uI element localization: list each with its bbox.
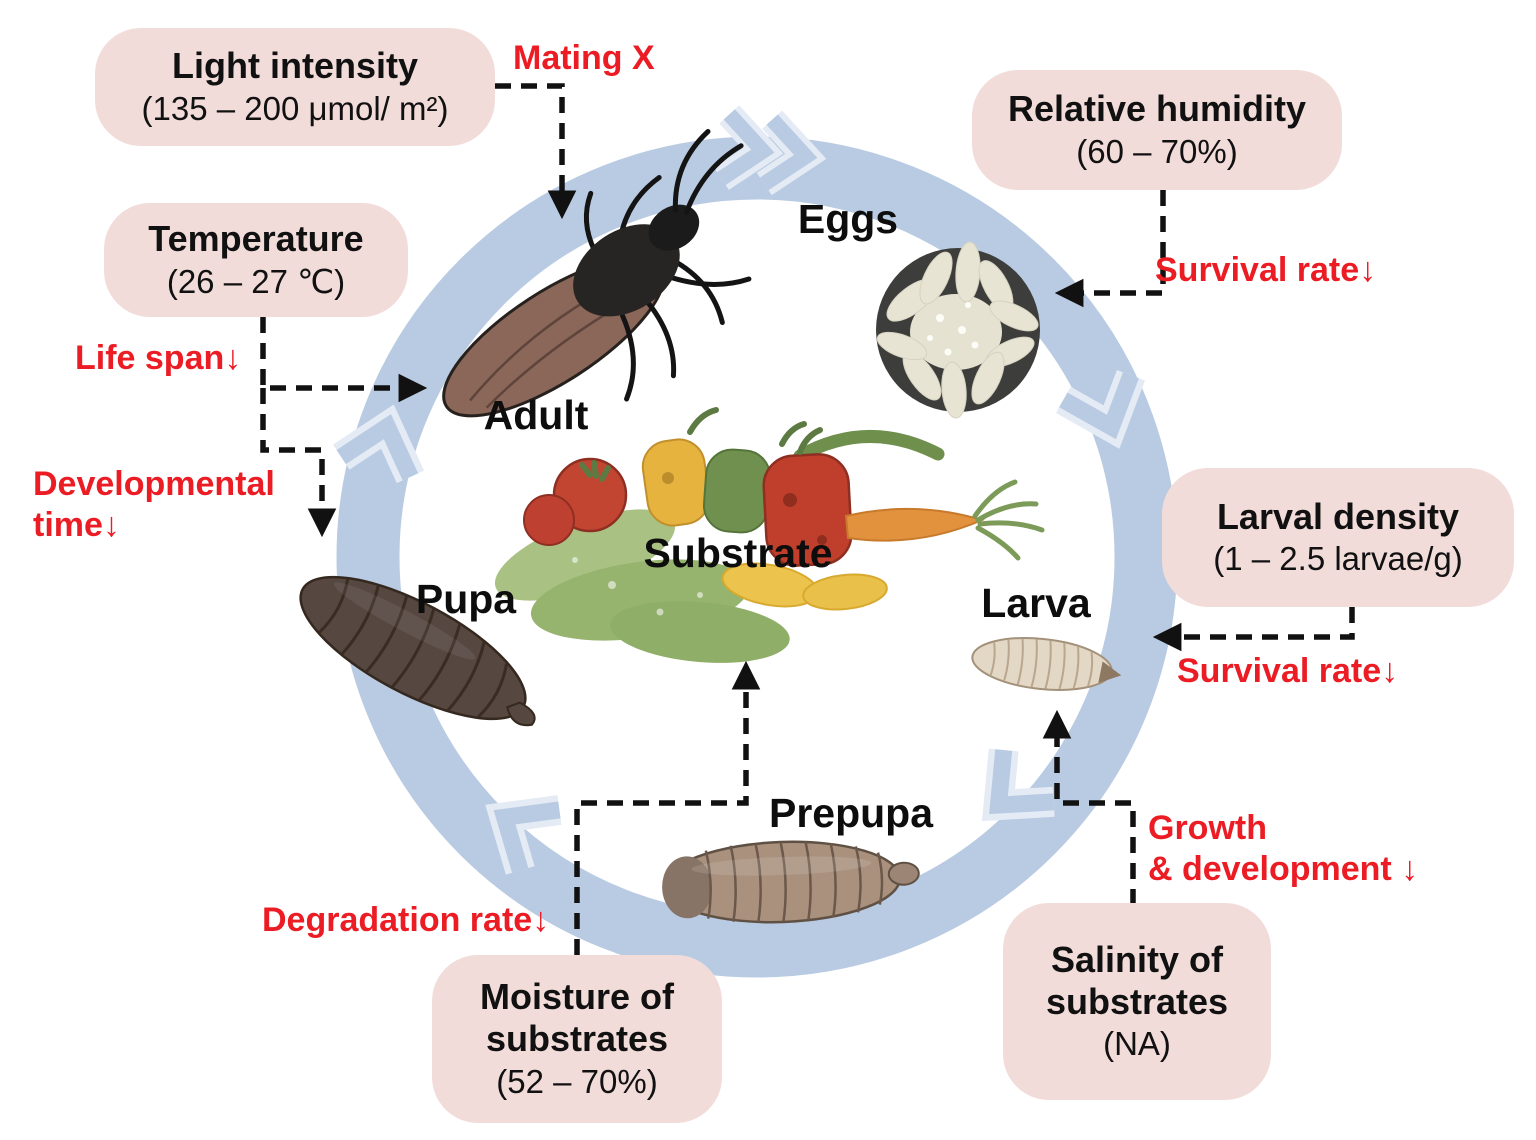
arrow-temperature-to-pupa <box>260 388 337 538</box>
stage-label-larva: Larva <box>981 580 1091 626</box>
stage-label-pupa: Pupa <box>415 576 517 622</box>
light-intensity-value: (135 – 200 μmol/ m²) <box>141 89 449 127</box>
arrow-larval-density-to-larva <box>1152 607 1355 652</box>
factor-box-larval-density: Larval density (1 – 2.5 larvae/g) <box>1162 468 1514 607</box>
salinity-value: (NA) <box>1103 1025 1171 1063</box>
cycle-chevron-left-icon <box>332 404 425 484</box>
eggs-illustration <box>876 241 1040 419</box>
arrow-humidity-to-eggs <box>1054 190 1166 308</box>
temperature-value: (26 – 27 ℃) <box>166 262 346 300</box>
moisture-value: (52 – 70%) <box>496 1062 658 1100</box>
cycle-chevron-right-icon <box>1055 369 1145 449</box>
stage-label-eggs: Eggs <box>797 196 899 242</box>
pupa-illustration <box>299 575 536 727</box>
factor-box-light-intensity: Light intensity (135 – 200 μmol/ m²) <box>95 28 495 146</box>
relative-humidity-value: (60 – 70%) <box>1076 132 1238 170</box>
larval-density-title: Larval density <box>1216 495 1460 537</box>
prepupa-illustration <box>662 840 920 924</box>
effect-label-growth-development: Growth & development ↓ <box>1148 809 1419 889</box>
stage-label-adult: Adult <box>483 392 589 438</box>
substrate-vegetables-illustration <box>494 407 1045 663</box>
arrow-salinity-to-larva <box>1042 709 1136 905</box>
effect-label-survival-rate-larva: Survival rate↓ <box>1177 652 1399 690</box>
effect-label-mating: Mating X <box>513 39 655 77</box>
light-intensity-title: Light intensity <box>172 45 418 87</box>
salinity-title: Salinity of substrates <box>1045 938 1229 1022</box>
effect-label-life-span: Life span↓ <box>75 339 242 377</box>
effect-label-developmental-time: Developmental time↓ <box>33 465 275 545</box>
stage-label-substrate: Substrate <box>643 530 833 576</box>
relative-humidity-title: Relative humidity <box>1007 88 1307 130</box>
cycle-chevron-bottom-right-icon <box>981 748 1055 822</box>
moisture-title: Moisture of substrates <box>480 976 674 1060</box>
factor-box-relative-humidity: Relative humidity (60 – 70%) <box>972 70 1342 190</box>
effect-label-degradation-rate: Degradation rate↓ <box>262 901 550 939</box>
larva-illustration <box>971 637 1122 691</box>
stage-label-prepupa: Prepupa <box>768 790 934 836</box>
arrow-light-intensity-to-adult <box>495 83 577 220</box>
factor-box-temperature: Temperature (26 – 27 ℃) <box>104 203 408 317</box>
cycle-chevron-top-icon <box>713 105 827 196</box>
factor-box-salinity: Salinity of substrates (NA) <box>1003 903 1271 1100</box>
arrow-moisture-to-substrate <box>574 660 761 955</box>
factor-box-moisture: Moisture of substrates (52 – 70%) <box>432 955 722 1123</box>
effect-label-survival-rate-eggs: Survival rate↓ <box>1155 251 1377 289</box>
cycle-chevron-bottom-left-icon <box>485 795 562 875</box>
temperature-title: Temperature <box>148 218 364 260</box>
adult-fly-illustration <box>442 129 752 418</box>
larval-density-value: (1 – 2.5 larvae/g) <box>1213 540 1463 578</box>
